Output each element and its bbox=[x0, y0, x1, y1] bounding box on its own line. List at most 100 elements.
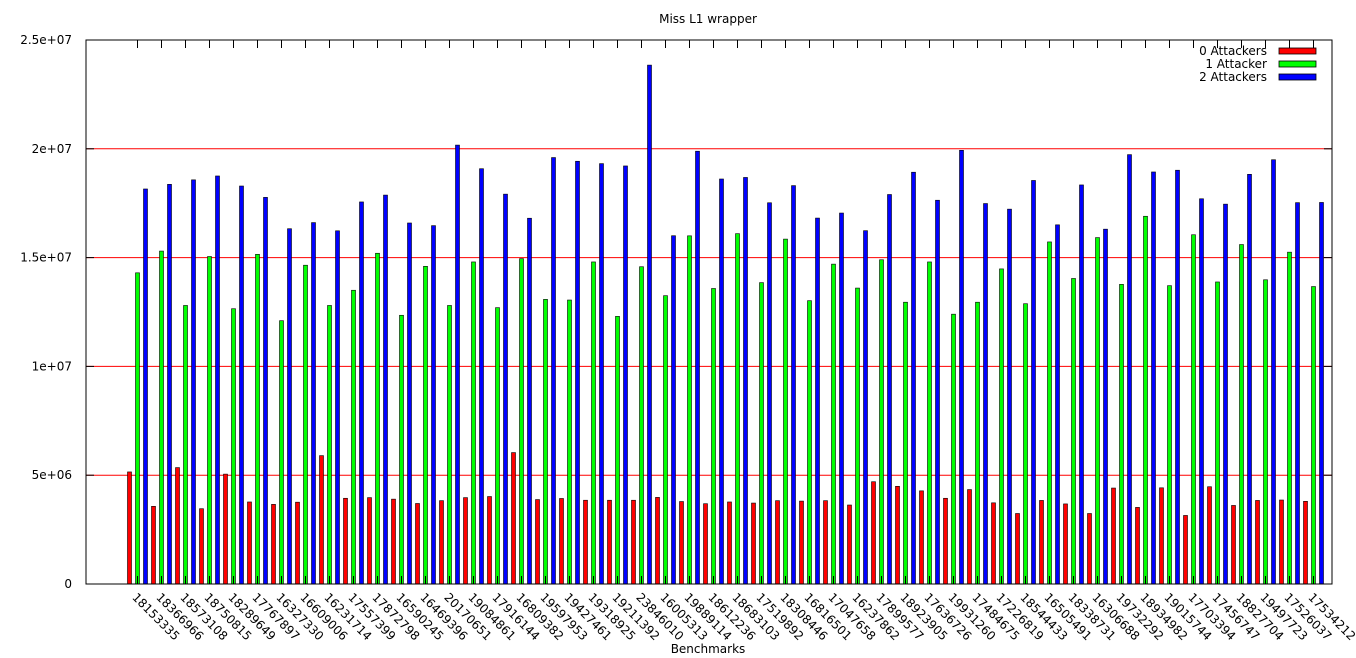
bar-1-attacker bbox=[1287, 251, 1292, 585]
bar-2-attackers bbox=[1199, 198, 1204, 585]
bar-0-attackers bbox=[631, 499, 636, 585]
bar-0-attackers bbox=[175, 467, 180, 585]
bar-1-attacker bbox=[471, 261, 476, 585]
bar-1-attacker bbox=[375, 252, 380, 585]
bar-0-attackers bbox=[343, 497, 348, 585]
bar-2-attackers bbox=[1127, 154, 1132, 585]
bar-1-attacker bbox=[231, 308, 236, 585]
bar-1-attacker bbox=[1191, 234, 1196, 585]
bar-2-attackers bbox=[743, 177, 748, 585]
bar-1-attacker bbox=[615, 316, 620, 585]
bar-0-attackers bbox=[775, 500, 780, 585]
bar-1-attacker bbox=[1047, 241, 1052, 585]
x-axis-ticks: 1815333518366966185731081875081518289649… bbox=[129, 40, 1356, 643]
bar-0-attackers bbox=[127, 471, 132, 585]
bar-2-attackers bbox=[143, 188, 148, 585]
bar-0-attackers bbox=[991, 502, 996, 585]
bar-1-attacker bbox=[495, 307, 500, 585]
bar-0-attackers bbox=[1255, 500, 1260, 585]
bar-0-attackers bbox=[439, 500, 444, 585]
bar-1-attacker bbox=[807, 300, 812, 585]
bar-0-attackers bbox=[727, 501, 732, 585]
bar-1-attacker bbox=[183, 305, 188, 585]
bar-2-attackers bbox=[1223, 203, 1228, 585]
bar-0-attackers bbox=[271, 504, 276, 585]
bars bbox=[127, 64, 1324, 585]
bar-2-attackers bbox=[1007, 208, 1012, 585]
bar-1-attacker bbox=[567, 299, 572, 585]
y-tick-label: 0 bbox=[64, 577, 72, 591]
bar-1-attacker bbox=[951, 313, 956, 585]
legend-label: 2 Attackers bbox=[1199, 70, 1267, 84]
bar-2-attackers bbox=[1103, 228, 1108, 585]
bar-0-attackers bbox=[823, 500, 828, 585]
bar-2-attackers bbox=[359, 201, 364, 585]
bar-0-attackers bbox=[1015, 513, 1020, 585]
legend-label: 1 Attacker bbox=[1205, 57, 1267, 71]
y-tick-label: 2.5e+07 bbox=[20, 33, 72, 47]
bar-1-attacker bbox=[1311, 286, 1316, 585]
bar-0-attackers bbox=[391, 498, 396, 585]
bar-2-attackers bbox=[863, 230, 868, 585]
bar-1-attacker bbox=[327, 305, 332, 585]
bar-2-attackers bbox=[839, 212, 844, 585]
bar-0-attackers bbox=[1135, 507, 1140, 585]
y-tick-label: 1.5e+07 bbox=[20, 251, 72, 265]
bar-1-attacker bbox=[399, 314, 404, 585]
bar-0-attackers bbox=[559, 498, 564, 585]
bar-2-attackers bbox=[1271, 159, 1276, 585]
bar-2-attackers bbox=[719, 178, 724, 585]
bar-2-attackers bbox=[623, 165, 628, 585]
bar-2-attackers bbox=[551, 157, 556, 585]
legend-swatch bbox=[1278, 47, 1317, 55]
bar-1-attacker bbox=[1023, 303, 1028, 585]
bar-2-attackers bbox=[935, 199, 940, 585]
bar-0-attackers bbox=[1207, 486, 1212, 585]
bar-1-attacker bbox=[711, 288, 716, 585]
bar-0-attackers bbox=[799, 500, 804, 585]
bar-1-attacker bbox=[447, 305, 452, 585]
bar-0-attackers bbox=[679, 501, 684, 585]
bar-1-attacker bbox=[903, 301, 908, 585]
bar-2-attackers bbox=[431, 225, 436, 585]
bar-0-attackers bbox=[583, 499, 588, 585]
bar-0-attackers bbox=[943, 497, 948, 585]
bar-1-attacker bbox=[975, 301, 980, 585]
bar-1-attacker bbox=[279, 320, 284, 585]
bar-2-attackers bbox=[287, 228, 292, 585]
bar-2-attackers bbox=[1079, 184, 1084, 585]
bar-0-attackers bbox=[1303, 501, 1308, 585]
bar-1-attacker bbox=[159, 250, 164, 585]
bar-2-attackers bbox=[1295, 202, 1300, 585]
bar-0-attackers bbox=[751, 502, 756, 585]
bar-1-attacker bbox=[831, 263, 836, 585]
bar-1-attacker bbox=[999, 268, 1004, 585]
bar-0-attackers bbox=[535, 499, 540, 585]
legend-label: 0 Attackers bbox=[1199, 44, 1267, 58]
bar-1-attacker bbox=[879, 259, 884, 585]
bar-2-attackers bbox=[479, 168, 484, 585]
bar-1-attacker bbox=[639, 266, 644, 585]
bar-1-attacker bbox=[423, 266, 428, 585]
bar-0-attackers bbox=[1159, 487, 1164, 585]
grid-lines bbox=[86, 148, 1332, 476]
bar-2-attackers bbox=[767, 202, 772, 585]
bar-2-attackers bbox=[671, 235, 676, 585]
x-axis-label: Benchmarks bbox=[671, 642, 746, 656]
bar-2-attackers bbox=[407, 222, 412, 585]
plot-frame bbox=[85, 39, 1333, 585]
bar-0-attackers bbox=[511, 452, 516, 585]
bar-0-attackers bbox=[847, 504, 852, 585]
bar-1-attacker bbox=[207, 256, 212, 585]
bar-2-attackers bbox=[911, 171, 916, 585]
bar-1-attacker bbox=[591, 261, 596, 585]
bar-2-attackers bbox=[503, 193, 508, 585]
bar-1-attacker bbox=[1167, 285, 1172, 585]
bar-2-attackers bbox=[1319, 202, 1324, 585]
bar-0-attackers bbox=[463, 497, 468, 585]
bar-0-attackers bbox=[1111, 487, 1116, 585]
bar-1-attacker bbox=[1215, 281, 1220, 585]
bar-0-attackers bbox=[1231, 505, 1236, 585]
legend-swatch bbox=[1278, 60, 1317, 68]
